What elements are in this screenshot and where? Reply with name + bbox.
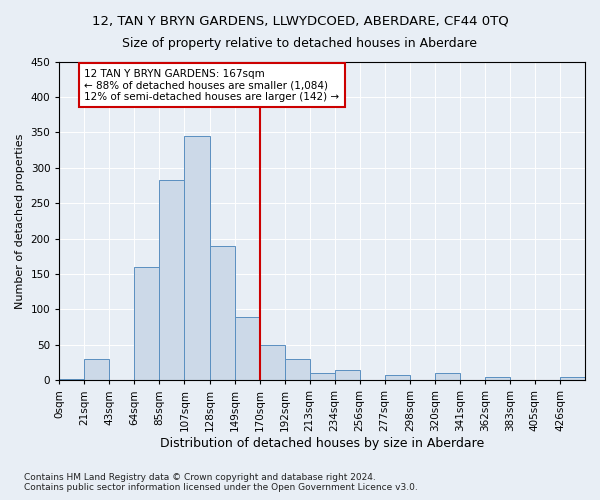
Bar: [209, 246, 235, 380]
Bar: [335, 370, 360, 380]
Text: 12, TAN Y BRYN GARDENS, LLWYDCOED, ABERDARE, CF44 0TQ: 12, TAN Y BRYN GARDENS, LLWYDCOED, ABERD…: [92, 15, 508, 28]
X-axis label: Distribution of detached houses by size in Aberdare: Distribution of detached houses by size …: [160, 437, 484, 450]
Text: 12 TAN Y BRYN GARDENS: 167sqm
← 88% of detached houses are smaller (1,084)
12% o: 12 TAN Y BRYN GARDENS: 167sqm ← 88% of d…: [85, 68, 340, 102]
Bar: [184, 136, 209, 380]
Bar: [260, 345, 284, 380]
Text: Size of property relative to detached houses in Aberdare: Size of property relative to detached ho…: [122, 38, 478, 51]
Bar: [235, 316, 260, 380]
Bar: [385, 374, 410, 380]
Bar: [134, 267, 160, 380]
Bar: [85, 359, 109, 380]
Text: Contains public sector information licensed under the Open Government Licence v3: Contains public sector information licen…: [24, 484, 418, 492]
Bar: [435, 373, 460, 380]
Bar: [59, 379, 85, 380]
Bar: [160, 180, 184, 380]
Y-axis label: Number of detached properties: Number of detached properties: [15, 133, 25, 308]
Bar: [560, 376, 585, 380]
Text: Contains HM Land Registry data © Crown copyright and database right 2024.: Contains HM Land Registry data © Crown c…: [24, 474, 376, 482]
Bar: [284, 359, 310, 380]
Bar: [485, 376, 510, 380]
Bar: [310, 373, 335, 380]
